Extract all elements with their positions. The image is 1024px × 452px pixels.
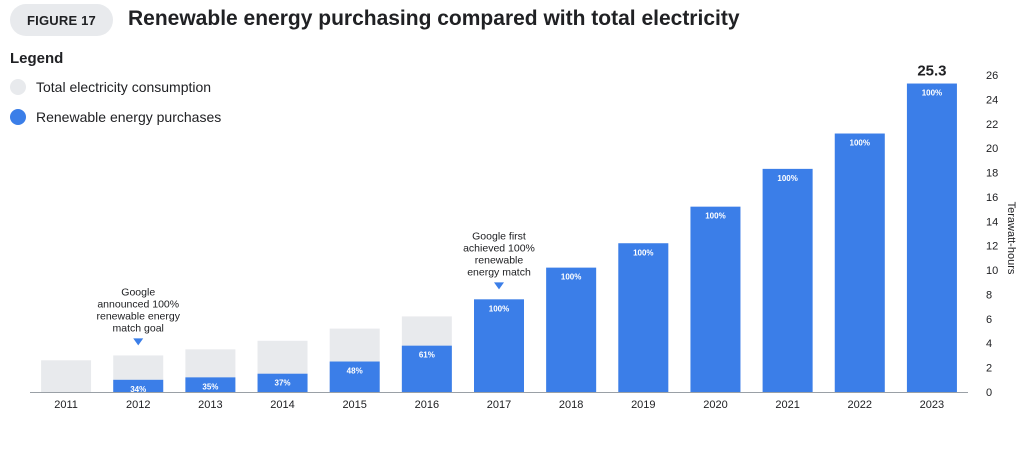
bar-label-2014: 37% — [275, 379, 291, 388]
bar-renewable-2022 — [834, 133, 885, 392]
bar-renewable-2017 — [474, 299, 524, 392]
legend-label-renewable: Renewable energy purchases — [36, 109, 222, 125]
bar-label-2017: 100% — [489, 304, 509, 313]
x-tick-label-2021: 2021 — [775, 399, 799, 411]
x-tick-label-2015: 2015 — [342, 399, 366, 411]
bar-renewable-2018 — [546, 267, 597, 392]
bar-total-2011 — [41, 360, 92, 392]
x-tick-label-2023: 2023 — [920, 399, 944, 411]
annotation-2012-line-3: match goal — [113, 322, 164, 334]
y-axis-label: Terawatt-hours — [1005, 202, 1017, 275]
bar-label-2016: 61% — [419, 351, 435, 360]
legend-label-total: Total electricity consumption — [36, 79, 212, 95]
y-tick-label-20: 20 — [986, 143, 998, 155]
bar-renewable-2012 — [113, 379, 164, 392]
bar-label-2020: 100% — [705, 212, 725, 221]
bar-label-2015: 48% — [347, 367, 363, 376]
bar-label-2019: 100% — [633, 248, 653, 257]
bar-renewable-2016 — [401, 345, 452, 392]
annotation-2017-line-0: Google first — [472, 230, 526, 242]
bar-renewable-2023 — [906, 83, 957, 393]
legend-swatch-renewable — [10, 109, 26, 125]
bar-label-2012: 34% — [130, 385, 146, 394]
x-tick-label-2013: 2013 — [198, 399, 222, 411]
bar-renewable-2015 — [329, 361, 380, 392]
x-tick-label-2017: 2017 — [487, 399, 511, 411]
y-tick-label-8: 8 — [986, 289, 992, 301]
annotation-arrow-2012 — [133, 338, 144, 346]
legend-title: Legend — [10, 50, 64, 67]
bar-renewable-2013 — [185, 377, 236, 392]
x-tick-label-2018: 2018 — [559, 399, 583, 411]
chart-title: Renewable energy purchasing compared wit… — [128, 7, 740, 30]
annotation-2012-line-2: renewable energy — [96, 310, 180, 322]
bar-label-2018: 100% — [561, 273, 581, 282]
y-tick-label-0: 0 — [986, 387, 992, 399]
y-tick-label-6: 6 — [986, 314, 992, 326]
bar-label-2021: 100% — [777, 174, 797, 183]
annotation-2017-line-1: achieved 100% — [463, 242, 535, 254]
x-tick-label-2012: 2012 — [126, 399, 150, 411]
x-tick-label-2011: 2011 — [54, 399, 78, 411]
annotation-arrow-2017 — [494, 282, 504, 290]
y-tick-label-22: 22 — [986, 119, 998, 131]
bar-label-2013: 35% — [202, 382, 218, 391]
legend-item-renewable: Renewable energy purchases — [10, 109, 221, 125]
x-tick-label-2016: 2016 — [415, 399, 439, 411]
y-tick-label-2: 2 — [986, 363, 992, 375]
legend-item-total: Total electricity consumption — [10, 79, 211, 95]
x-tick-label-2020: 2020 — [703, 399, 727, 411]
bar-renewable-2020 — [690, 206, 741, 392]
bar-label-2023: 100% — [922, 89, 942, 98]
figure-badge: FIGURE 17 — [10, 4, 113, 36]
top-value-label: 25.3 — [917, 63, 946, 80]
bar-renewable-2019 — [618, 243, 669, 392]
y-tick-label-18: 18 — [986, 168, 998, 180]
x-tick-label-2022: 2022 — [848, 399, 872, 411]
y-tick-label-16: 16 — [986, 192, 998, 204]
legend-swatch-total — [10, 79, 26, 95]
y-tick-label-24: 24 — [986, 94, 998, 106]
annotation-2017-line-3: energy match — [467, 266, 531, 278]
annotation-2017-line-2: renewable — [475, 254, 524, 266]
y-tick-label-12: 12 — [986, 241, 998, 253]
y-tick-label-4: 4 — [986, 338, 992, 350]
annotation-2012-line-0: Google — [121, 286, 155, 298]
bar-renewable-2021 — [762, 168, 813, 392]
x-tick-label-2014: 2014 — [270, 399, 294, 411]
y-tick-label-26: 26 — [986, 70, 998, 82]
bar-label-2022: 100% — [850, 139, 870, 148]
bar-renewable-2014 — [257, 373, 308, 392]
y-tick-label-14: 14 — [986, 216, 998, 228]
annotation-2012-line-1: announced 100% — [97, 298, 179, 310]
y-tick-label-10: 10 — [986, 265, 998, 277]
x-tick-label-2019: 2019 — [631, 399, 655, 411]
